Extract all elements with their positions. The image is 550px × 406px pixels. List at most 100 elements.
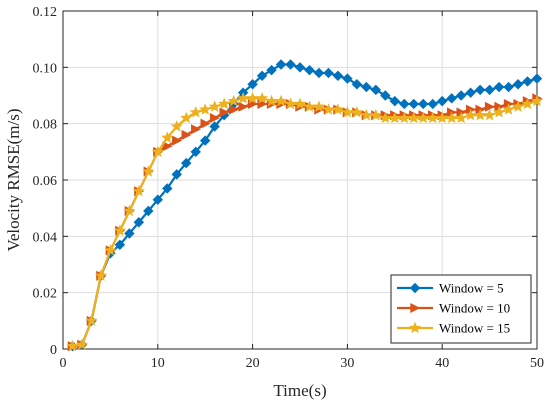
series-1	[67, 59, 543, 352]
data-point	[180, 111, 193, 124]
data-point	[531, 73, 543, 84]
data-point	[312, 100, 325, 112]
data-point	[427, 98, 438, 110]
data-point	[266, 64, 277, 76]
data-point	[369, 108, 382, 121]
y-tick-label: 0.08	[33, 118, 58, 133]
data-point	[209, 121, 220, 132]
data-point	[380, 90, 391, 101]
data-point	[191, 124, 202, 135]
data-point	[483, 108, 496, 121]
data-point	[75, 338, 89, 350]
legend-item: Window = 10	[397, 301, 510, 316]
data-point	[181, 129, 192, 140]
data-point	[143, 205, 154, 217]
data-point	[199, 103, 212, 115]
data-point	[161, 131, 174, 143]
data-point	[522, 76, 533, 87]
data-point	[172, 135, 183, 146]
legend: Window = 5 Window = 10 Window = 15	[390, 274, 532, 344]
data-point	[341, 106, 354, 118]
y-tick-label: 0.06	[33, 174, 58, 189]
x-tick-label: 50	[530, 356, 544, 371]
data-point	[293, 97, 307, 110]
data-point	[275, 59, 287, 70]
legend-label: Window = 15	[439, 321, 510, 336]
data-point	[237, 91, 250, 104]
data-point	[407, 111, 420, 124]
data-point	[199, 135, 211, 146]
data-point	[389, 95, 401, 107]
data-point	[170, 120, 183, 132]
data-point	[502, 103, 515, 115]
data-point	[351, 79, 363, 90]
data-point	[398, 111, 411, 124]
data-point	[418, 98, 429, 110]
data-point	[200, 118, 211, 129]
data-point	[132, 184, 145, 197]
data-point	[171, 169, 182, 180]
data-point	[113, 224, 126, 236]
data-point	[151, 145, 164, 157]
data-point	[285, 59, 296, 70]
data-point	[350, 106, 363, 118]
data-point	[227, 94, 240, 107]
data-point	[408, 98, 419, 110]
data-point	[208, 100, 221, 112]
data-point	[484, 101, 495, 112]
data-point	[124, 228, 135, 239]
data-point	[256, 91, 269, 104]
legend-item: Window = 5	[397, 281, 504, 296]
y-axis-title: Velocity RMSE(m/s)	[4, 108, 23, 251]
data-point	[436, 111, 449, 124]
y-tick-label: 0.12	[33, 5, 58, 20]
axis-ticks: 0 10 20 30 40 50 0 0.02 0.04 0.06 0.08 0.10 0.12	[33, 5, 545, 371]
data-point	[360, 108, 373, 121]
data-point	[85, 314, 98, 326]
data-point	[361, 81, 372, 93]
data-point	[247, 79, 258, 90]
data-point	[275, 94, 288, 107]
data-point	[162, 141, 173, 152]
data-point	[133, 217, 145, 228]
data-point	[446, 93, 457, 104]
data-point	[246, 91, 259, 104]
data-point	[94, 269, 107, 281]
x-tick-label: 10	[151, 356, 165, 371]
data-point	[512, 100, 525, 112]
data-point	[304, 64, 315, 76]
data-point	[379, 111, 392, 124]
data-point	[512, 79, 524, 90]
data-point	[181, 157, 192, 169]
data-point	[322, 103, 335, 115]
data-point	[313, 67, 325, 79]
data-point	[530, 94, 544, 107]
data-point	[445, 111, 458, 124]
data-point	[189, 106, 202, 118]
series-3	[66, 91, 544, 352]
data-point	[284, 97, 297, 110]
data-point	[123, 204, 136, 217]
y-tick-label: 0.04	[33, 230, 58, 245]
data-point	[114, 239, 126, 250]
data-point	[370, 84, 382, 96]
y-tick-label: 0.02	[33, 287, 58, 302]
legend-marker	[410, 302, 421, 314]
legend-marker	[409, 282, 421, 294]
data-point	[417, 111, 430, 124]
data-point	[219, 107, 230, 118]
y-tick-label: 0.10	[33, 61, 58, 76]
legend-item: Window = 15	[397, 321, 510, 336]
data-point	[332, 70, 344, 81]
data-point	[493, 81, 505, 93]
data-point	[162, 183, 173, 194]
data-point	[331, 103, 344, 115]
legend-label: Window = 5	[439, 281, 504, 296]
data-point	[190, 146, 201, 158]
data-point	[474, 84, 486, 96]
data-point	[436, 95, 448, 107]
y-tick-label: 0	[50, 343, 57, 358]
legend-label: Window = 10	[439, 301, 510, 316]
data-point	[228, 104, 239, 115]
legend-marker	[408, 321, 422, 334]
